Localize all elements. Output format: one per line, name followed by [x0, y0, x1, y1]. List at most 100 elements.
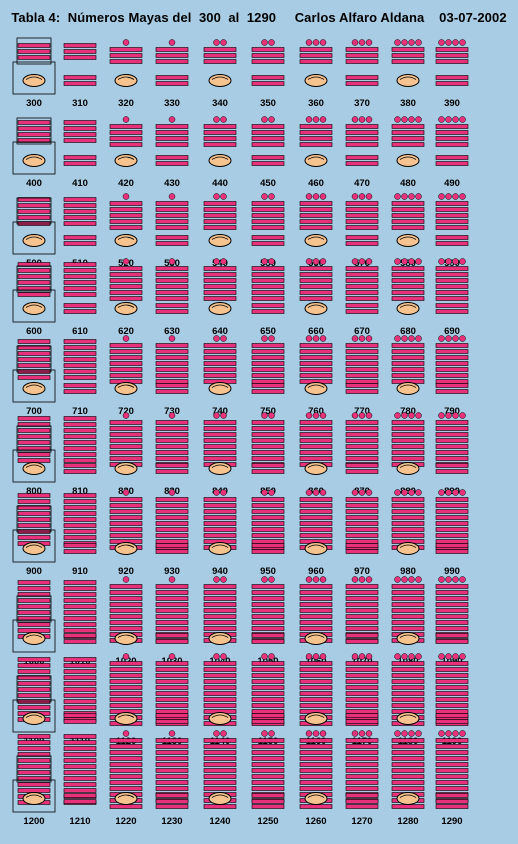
maya-number-cell: 670 [337, 258, 387, 342]
maya-number-cell: 1160 [291, 653, 341, 752]
maya-numeral [109, 39, 143, 87]
maya-bar [345, 155, 379, 160]
maya-bar [109, 667, 143, 672]
maya-bar [391, 355, 425, 360]
maya-bar [345, 497, 379, 502]
maya-bar [391, 515, 425, 520]
maya-number-cell: 730 [147, 335, 197, 422]
maya-dot [394, 116, 401, 123]
shell-zero-icon [25, 464, 43, 468]
maya-bar [109, 533, 143, 538]
shell-zero-icon [304, 74, 328, 87]
maya-bar [251, 774, 285, 779]
maya-numeral [12, 339, 56, 403]
maya-bar [155, 620, 189, 625]
maya-bar [155, 521, 189, 526]
maya-bar [63, 776, 97, 781]
maya-dot [438, 412, 445, 419]
maya-bar [391, 266, 425, 271]
maya-dot [438, 730, 445, 737]
maya-bar [155, 309, 189, 314]
maya-dot [394, 730, 401, 737]
maya-dot [122, 730, 130, 737]
maya-bar [435, 539, 469, 544]
maya-bar [109, 685, 143, 690]
maya-dot [305, 489, 313, 496]
maya-bar [17, 221, 51, 226]
maya-bar [435, 207, 469, 212]
maya-numeral [299, 730, 333, 809]
maya-bar [155, 432, 189, 437]
maya-bar [155, 266, 189, 271]
maya-number-cell: 620 [101, 258, 151, 342]
maya-bar [203, 213, 237, 218]
maya-number-cell: 910 [55, 493, 105, 582]
maya-bar [203, 438, 237, 443]
number-label: 660 [308, 326, 324, 337]
maya-bar [345, 373, 379, 378]
maya-number-cell: 1270 [337, 730, 387, 832]
maya-bar [345, 744, 379, 749]
maya-number-cell: 1200 [9, 734, 59, 832]
maya-dot [394, 193, 401, 200]
maya-bar [435, 527, 469, 532]
maya-number-cell: 740 [195, 335, 245, 422]
maya-bar [109, 515, 143, 520]
maya-bar [345, 709, 379, 714]
maya-bar [203, 509, 237, 514]
maya-bar [391, 703, 425, 708]
maya-bar [109, 780, 143, 785]
maya-bar [63, 734, 97, 739]
maya-bar [251, 463, 285, 468]
maya-bar [391, 527, 425, 532]
maya-dot [401, 489, 408, 496]
maya-number-cell: 770 [337, 335, 387, 422]
maya-bar [155, 497, 189, 502]
maya-bar [17, 511, 51, 516]
maya-bar [17, 452, 51, 457]
maya-bar [345, 235, 379, 240]
maya-bar [17, 375, 51, 380]
maya-number-cell: 760 [291, 335, 341, 422]
maya-bar [155, 614, 189, 619]
maya-bar [435, 679, 469, 684]
maya-dot [358, 489, 366, 496]
maya-dot [261, 116, 268, 123]
maya-bar [109, 620, 143, 625]
maya-bar [435, 667, 469, 672]
maya-bar [435, 614, 469, 619]
maya-bar [203, 590, 237, 595]
level-frame [12, 529, 56, 563]
maya-numeral [435, 39, 469, 86]
maya-bar [17, 434, 51, 439]
maya-bar [203, 53, 237, 58]
maya-number-cell: 720 [101, 335, 151, 422]
maya-dot [213, 39, 220, 46]
maya-bar [17, 440, 51, 445]
maya-bar [435, 303, 469, 308]
maya-dot [319, 576, 327, 583]
maya-bar [155, 124, 189, 129]
maya-bar [345, 303, 379, 308]
maya-bar [435, 420, 469, 425]
maya-dot [319, 116, 327, 123]
maya-dot [213, 258, 220, 265]
maya-bar [435, 355, 469, 360]
shell-zero-icon [117, 464, 135, 468]
shell-zero-icon [208, 302, 232, 315]
maya-dot [220, 412, 227, 419]
maya-bar [109, 278, 143, 283]
maya-bar [251, 290, 285, 295]
shell-zero-icon [396, 712, 420, 725]
shell-zero-icon [114, 792, 138, 805]
maya-dot [351, 730, 359, 737]
maya-bar [251, 596, 285, 601]
maya-bar [251, 639, 285, 644]
maya-bar [203, 673, 237, 678]
maya-bar [345, 207, 379, 212]
maya-bar [17, 586, 51, 591]
maya-number-cell: 960 [291, 489, 341, 582]
maya-bar [345, 509, 379, 514]
maya-dot [122, 653, 130, 660]
shell-zero-icon [25, 156, 43, 160]
